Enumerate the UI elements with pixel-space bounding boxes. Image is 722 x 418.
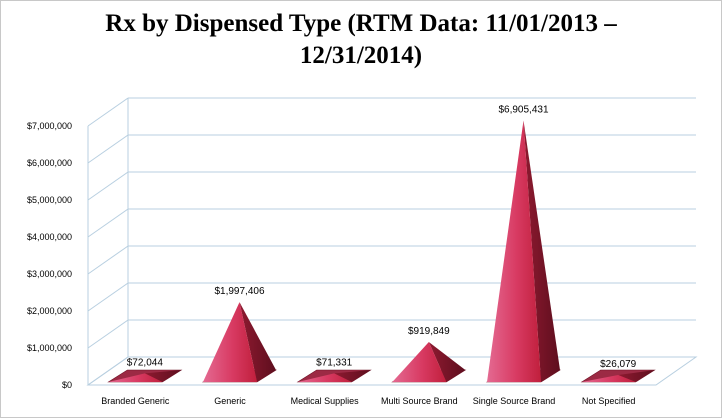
gridline-diagonal (87, 356, 129, 386)
gridline-diagonal (87, 171, 129, 201)
gridline-diagonal (87, 208, 129, 238)
y-tick-label: $0 (62, 380, 72, 390)
y-tick-label: $4,000,000 (27, 232, 72, 242)
chart-title-line-2: 12/31/2014) (299, 42, 423, 69)
data-label: $919,849 (408, 326, 450, 337)
bar-front-face (487, 120, 541, 382)
gridline-diagonal (87, 282, 129, 312)
bar-front-face (581, 375, 636, 382)
bar-side-face (618, 370, 655, 382)
bar-generic (201, 302, 278, 383)
bar-front-face (392, 341, 447, 382)
bar-side-face (334, 370, 371, 382)
grid-layer (86, 97, 698, 386)
data-label: $1,997,406 (214, 286, 264, 297)
gridline-diagonal (87, 134, 129, 164)
y-axis: $0 $1,000,000 $2,000,000 $3,000,000 $4,000,0… (27, 121, 72, 390)
y-tick-label: $2,000,000 (27, 306, 72, 316)
bar-side-face (239, 302, 276, 382)
gridline-diagonal (87, 245, 129, 275)
data-label: $26,079 (600, 359, 637, 370)
x-category-label: Not Specified (582, 396, 636, 406)
y-tick-label: $6,000,000 (27, 158, 72, 168)
bar-single-source-brand (485, 120, 562, 383)
data-label: $72,044 (127, 357, 164, 368)
x-category-label: Medical Supplies (291, 396, 360, 406)
data-label: $71,331 (316, 357, 353, 368)
bars-layer (107, 120, 656, 383)
bar-medical-supplies (296, 369, 372, 383)
gridline-diagonal (87, 97, 129, 127)
y-tick-label: $3,000,000 (27, 269, 72, 279)
bar-side-face (523, 120, 560, 382)
y-tick-label: $7,000,000 (27, 121, 72, 131)
y-tick-label: $1,000,000 (27, 343, 72, 353)
bar-front-face (108, 373, 163, 382)
x-category-label: Multi Source Brand (381, 396, 458, 406)
bar-front-face (297, 373, 352, 382)
data-label: $6,905,431 (498, 104, 548, 115)
bar-not-specified (580, 369, 656, 383)
bar-multi-source-brand (391, 341, 467, 383)
bar-front-face (203, 302, 257, 382)
bar-side-face (428, 341, 466, 382)
bar-branded-generic (107, 369, 183, 383)
chart-title-line-1: Rx by Dispensed Type (RTM Data: 11/01/20… (105, 10, 617, 37)
x-category-label: Generic (214, 396, 246, 406)
bar-side-face (144, 370, 182, 382)
gridline-diagonal (87, 319, 129, 349)
labels-layer: $72,044 Branded Generic $1,997,406 Generic $… (101, 104, 636, 406)
chart-title: Rx by Dispensed Type (RTM Data: 11/01/20… (0, 8, 722, 72)
y-tick-label: $5,000,000 (27, 195, 72, 205)
x-category-label: Branded Generic (101, 396, 170, 406)
x-category-label: Single Source Brand (473, 396, 556, 406)
